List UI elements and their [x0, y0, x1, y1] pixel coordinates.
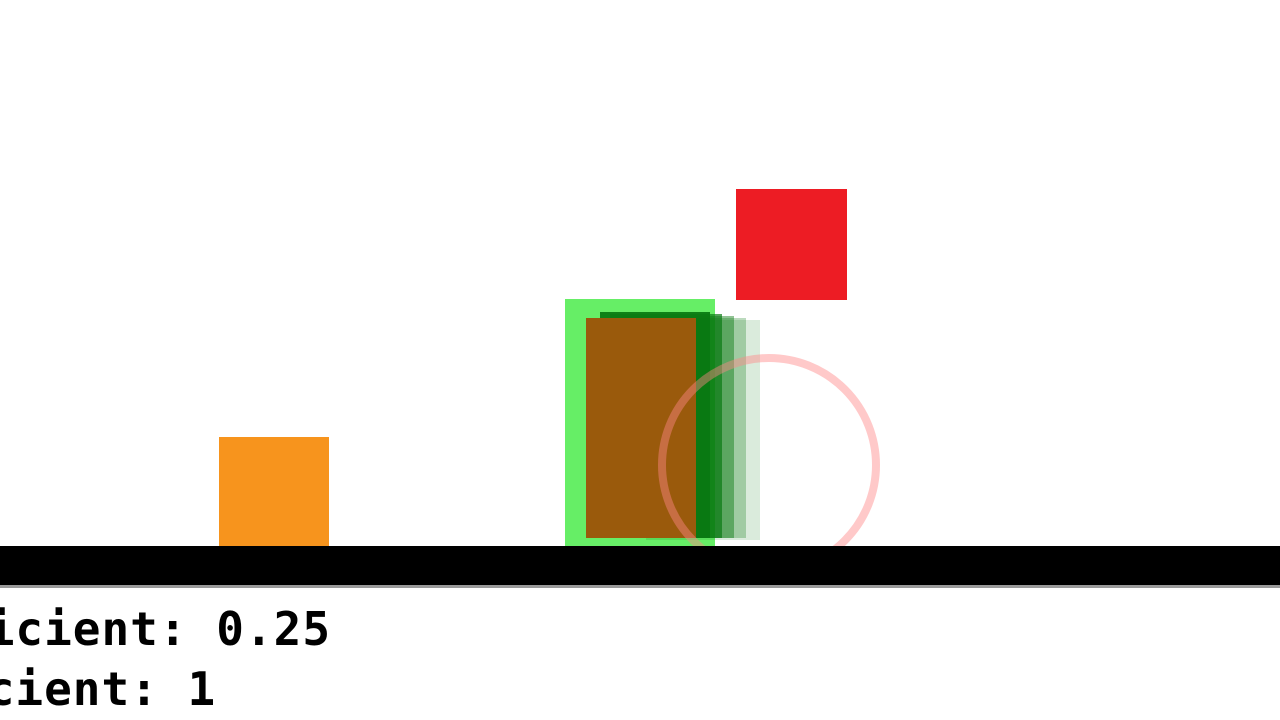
- hud-coefficient-1: ficient: 0.25: [0, 602, 332, 656]
- orange-box: [219, 437, 329, 546]
- player-body[interactable]: [586, 318, 696, 538]
- ground-edge: [0, 585, 1280, 588]
- red-box: [736, 189, 847, 300]
- hud-coefficient-2: icient: 1: [0, 662, 217, 716]
- ground-platform: [0, 546, 1280, 585]
